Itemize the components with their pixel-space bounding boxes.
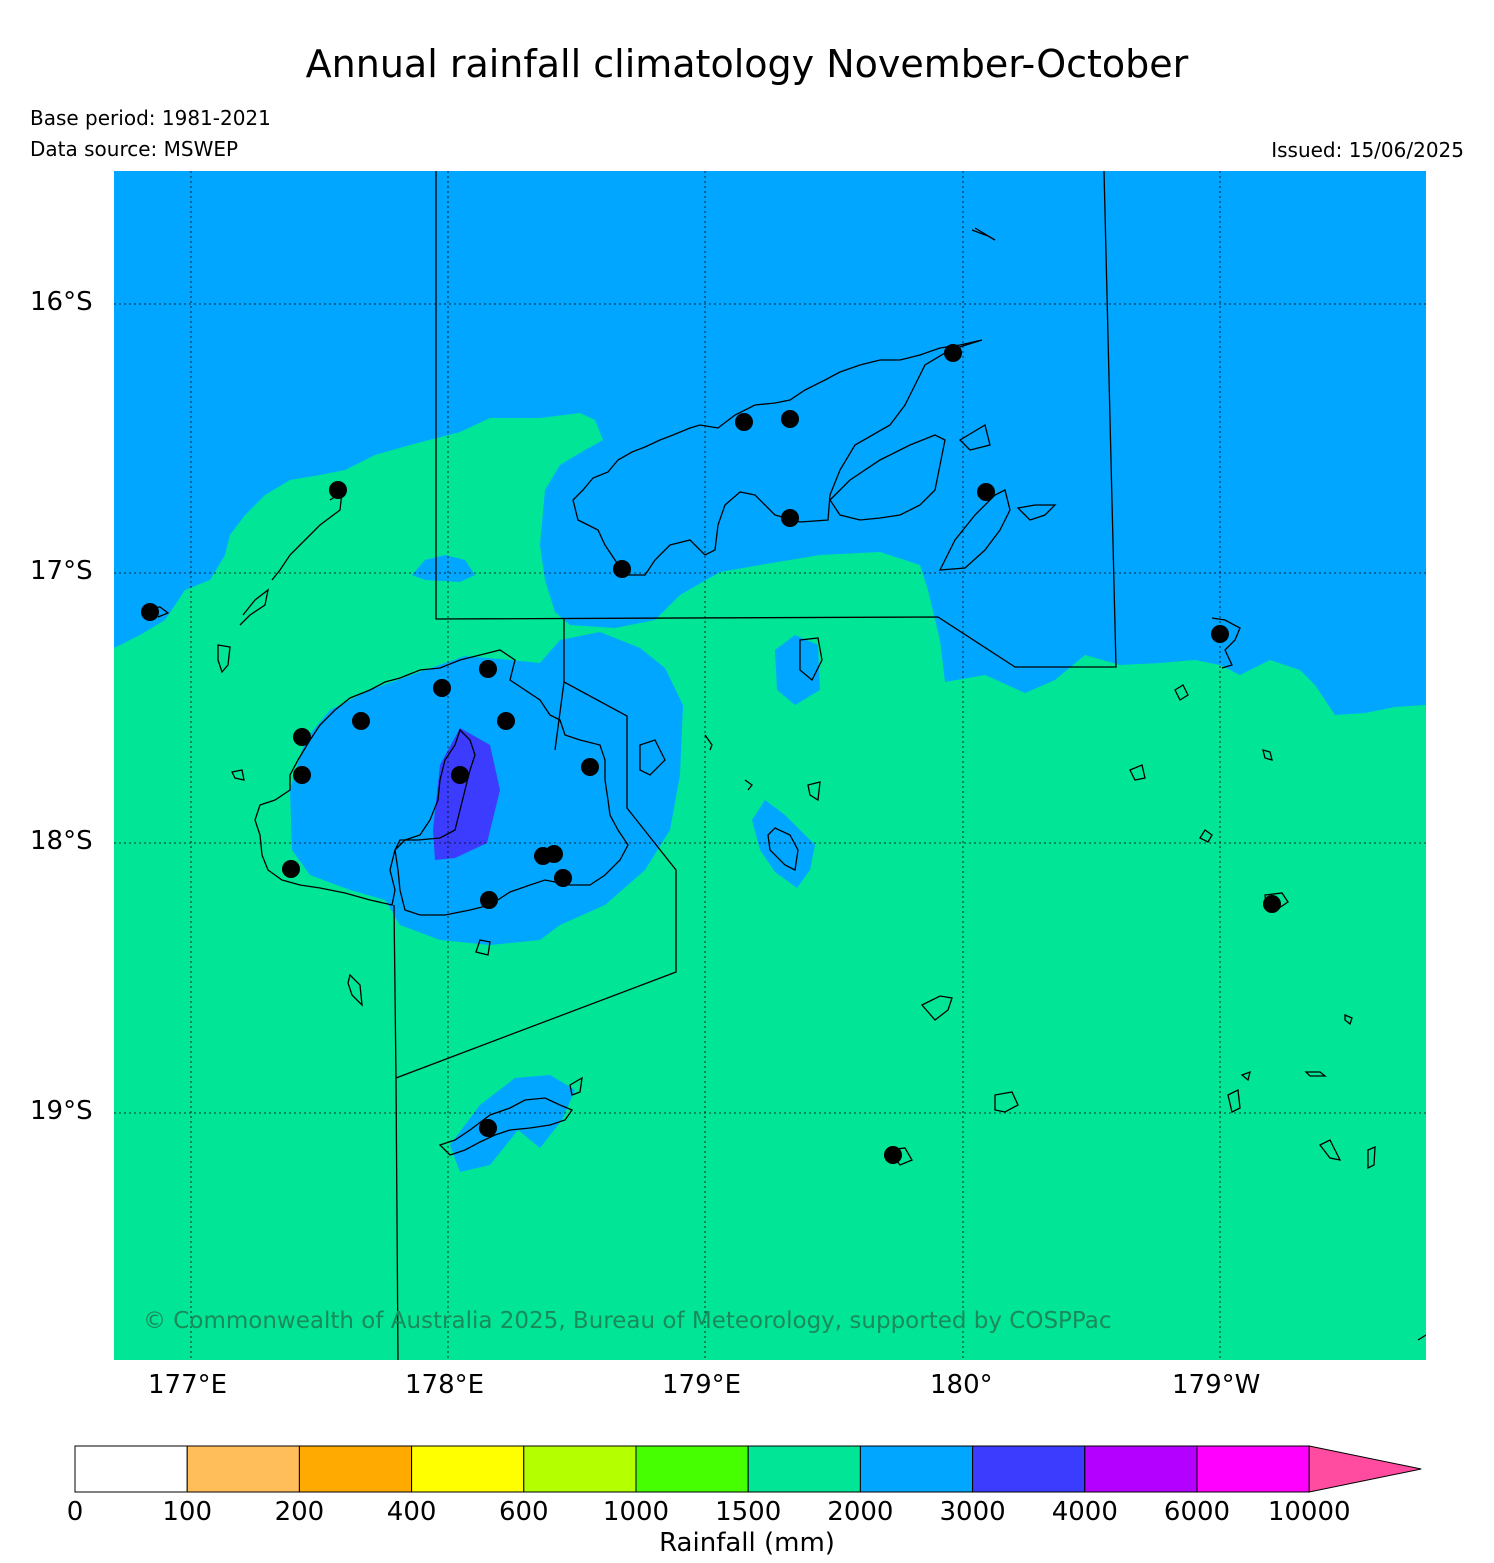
colorbar-label: 4000	[1051, 1497, 1118, 1527]
station-marker	[497, 712, 515, 730]
stations	[141, 344, 1281, 1164]
colorbar-label: 6000	[1163, 1497, 1231, 1527]
division-boundaries	[393, 171, 1117, 1360]
lon-label: 177°E	[148, 1370, 228, 1400]
colorbar-segment	[747, 1445, 861, 1493]
colorbar-segment	[1084, 1445, 1198, 1493]
colorbar-label: 200	[274, 1497, 325, 1527]
station-marker	[781, 509, 799, 527]
lon-label: 179°E	[662, 1370, 742, 1400]
band-2000-3000-east1	[775, 635, 820, 705]
lon-label: 179°W	[1172, 1370, 1261, 1400]
station-marker	[884, 1146, 902, 1164]
station-marker	[1263, 895, 1281, 913]
station-marker	[352, 712, 370, 730]
station-marker	[451, 766, 469, 784]
station-marker	[329, 481, 347, 499]
copyright-text: © Commonwealth of Australia 2025, Bureau…	[143, 1308, 1112, 1334]
colorbar-segment	[298, 1445, 413, 1493]
station-marker	[581, 758, 599, 776]
colorbar-label: 3000	[939, 1497, 1006, 1527]
colorbar-segment	[859, 1445, 974, 1493]
map-title: Annual rainfall climatology November-Oct…	[305, 42, 1189, 86]
colorbar-label: 400	[386, 1497, 437, 1527]
colorbar-segment	[74, 1445, 188, 1493]
station-marker	[781, 410, 799, 428]
lon-label: 178°E	[405, 1370, 485, 1400]
station-marker	[554, 869, 572, 887]
lon-label: 180°	[930, 1370, 993, 1400]
station-marker	[479, 1119, 497, 1137]
colorbar-segment	[1196, 1445, 1310, 1493]
data-source: Data source: MSWEP	[30, 137, 239, 161]
station-marker	[141, 603, 159, 621]
colorbar-segment	[635, 1445, 749, 1493]
lat-label: 19°S	[30, 1096, 93, 1126]
station-marker	[613, 560, 631, 578]
lat-label: 18°S	[30, 826, 93, 856]
colorbar-segment	[411, 1445, 525, 1493]
issued-date: Issued: 15/06/2025	[1271, 138, 1464, 162]
station-marker	[944, 344, 962, 362]
band-2000-3000-south	[450, 1075, 575, 1172]
colorbar-label: 1000	[602, 1497, 670, 1527]
colorbar-label: 2000	[827, 1497, 894, 1527]
colorbar-label: 1500	[715, 1497, 782, 1527]
lat-label: 16°S	[30, 287, 93, 317]
station-marker	[977, 483, 995, 501]
station-marker	[480, 891, 498, 909]
colorbar-label: 600	[498, 1497, 549, 1527]
band-2000-3000-east2	[752, 800, 815, 888]
band-2000-3000-patch	[412, 555, 475, 582]
station-marker	[545, 845, 563, 863]
station-marker	[293, 728, 311, 746]
colorbar-segment	[972, 1445, 1086, 1493]
lat-label: 17°S	[30, 556, 93, 586]
station-marker	[433, 679, 451, 697]
colorbar-label: 10000	[1267, 1497, 1351, 1527]
base-period: Base period: 1981-2021	[30, 106, 271, 130]
station-marker	[479, 660, 497, 678]
colorbar-segment	[186, 1445, 300, 1493]
colorbar-extend-arrow	[1308, 1445, 1422, 1493]
colorbar-title: Rainfall (mm)	[659, 1528, 835, 1558]
colorbar-label: 0	[66, 1497, 84, 1527]
colorbar-label: 100	[162, 1497, 213, 1527]
colorbar-segment	[523, 1445, 637, 1493]
station-marker	[293, 766, 311, 784]
station-marker	[1211, 625, 1229, 643]
band-3000-4000	[433, 728, 500, 860]
station-marker	[735, 413, 753, 431]
band-2000-3000-north	[114, 171, 1426, 715]
graticule	[114, 171, 1426, 1360]
colorbar	[74, 1445, 1422, 1493]
station-marker	[282, 860, 300, 878]
